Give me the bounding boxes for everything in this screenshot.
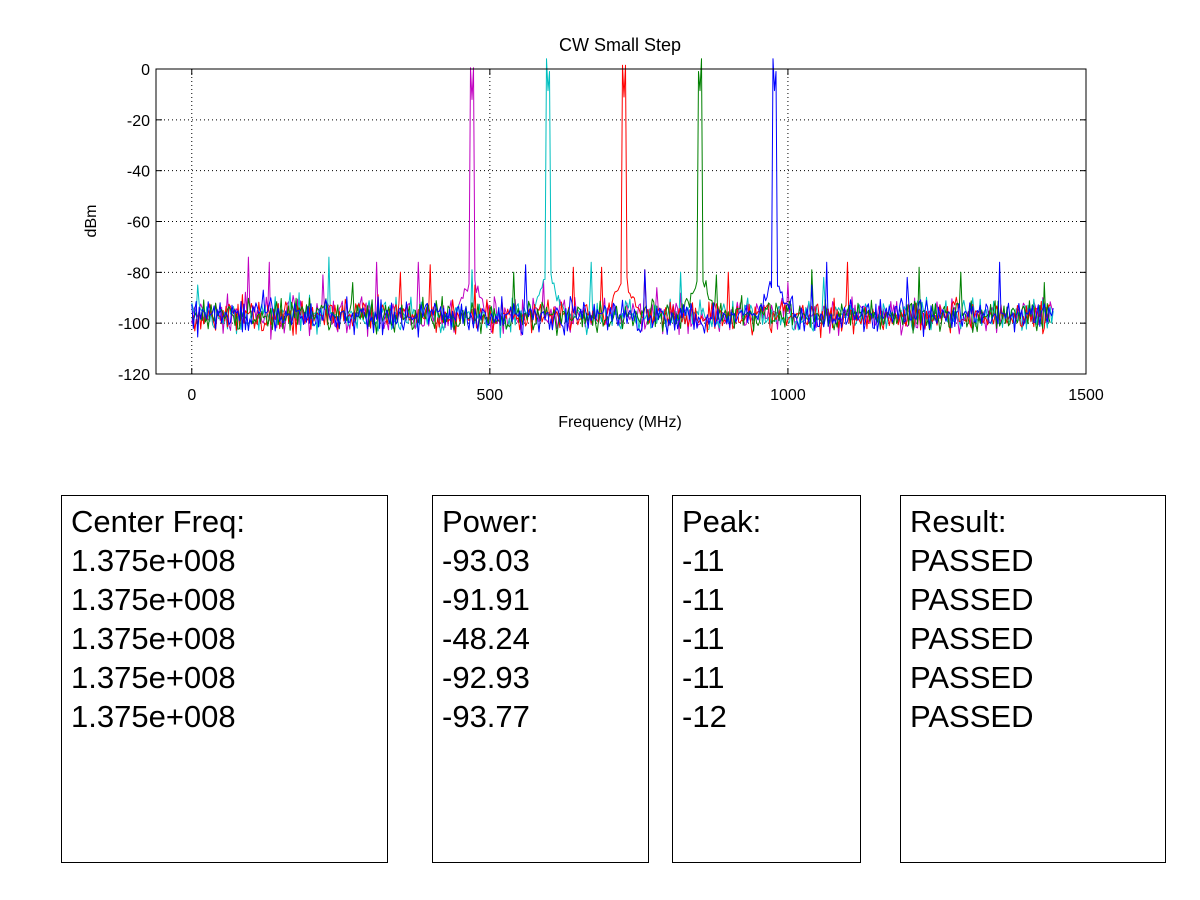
y-axis-label: dBm [83, 205, 100, 238]
power-panel: Power: -93.03 -91.91 -48.24 -92.93 -93.7… [432, 495, 649, 863]
y-tick-label: -20 [127, 113, 150, 130]
result-value: PASSED [910, 699, 1034, 734]
result-value: PASSED [910, 543, 1034, 578]
y-tick-label: 0 [141, 62, 150, 79]
result-header: Result: [910, 504, 1007, 539]
result-value: PASSED [910, 582, 1034, 617]
peak-value: -11 [682, 582, 725, 617]
result-panel: Result: PASSED PASSED PASSED PASSED PASS… [900, 495, 1166, 863]
x-axis-label: Frequency (MHz) [558, 414, 682, 431]
center-freq-value: 1.375e+008 [71, 660, 236, 695]
series-line-3 [191, 64, 1051, 339]
center-freq-value: 1.375e+008 [71, 582, 236, 617]
center-freq-value: 1.375e+008 [71, 621, 236, 656]
peak-value: -11 [682, 660, 725, 695]
center-freq-panel: Center Freq: 1.375e+008 1.375e+008 1.375… [61, 495, 388, 863]
y-tick-label: -100 [118, 316, 150, 333]
chart-title: CW Small Step [559, 35, 681, 55]
center-freq-value: 1.375e+008 [71, 699, 236, 734]
power-value: -48.24 [442, 621, 530, 656]
x-tick-label: 500 [476, 387, 503, 404]
series-traces [191, 58, 1054, 340]
series-line-4 [191, 58, 1051, 336]
power-value: -93.03 [442, 543, 530, 578]
center-freq-value: 1.375e+008 [71, 543, 236, 578]
peak-value: -11 [682, 543, 725, 578]
x-tick-label: 1000 [770, 387, 806, 404]
peak-panel: Peak: -11 -11 -11 -11 -12 [672, 495, 861, 863]
axis-ticks: 0 500 1000 1500 0 -20 -40 -60 -80 -100 -120 [118, 62, 1104, 404]
y-tick-label: -60 [127, 215, 150, 232]
x-tick-label: 0 [187, 387, 196, 404]
y-tick-label: -120 [118, 367, 150, 384]
result-value: PASSED [910, 660, 1034, 695]
power-value: -92.93 [442, 660, 530, 695]
spectrum-chart: CW Small Step 0 500 1000 1500 0 -20 -40 -60 -80 -… [83, 35, 1104, 431]
result-value: PASSED [910, 621, 1034, 656]
series-line-5 [191, 58, 1054, 338]
y-tick-label: -40 [127, 164, 150, 181]
x-tick-label: 1500 [1068, 387, 1104, 404]
power-value: -93.77 [442, 699, 530, 734]
y-tick-label: -80 [127, 265, 150, 282]
peak-value: -12 [682, 699, 727, 734]
peak-header: Peak: [682, 504, 762, 539]
center-freq-header: Center Freq: [71, 504, 246, 539]
power-header: Power: [442, 504, 539, 539]
power-value: -91.91 [442, 582, 530, 617]
peak-value: -11 [682, 621, 725, 656]
